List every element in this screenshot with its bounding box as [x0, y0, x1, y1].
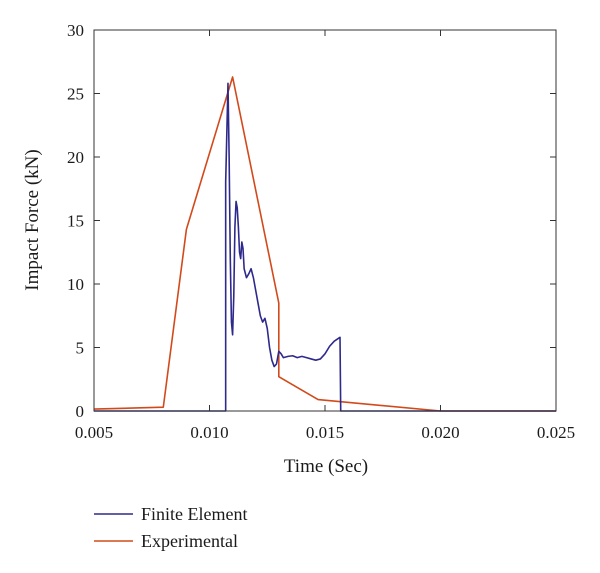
y-tick-label: 25: [67, 85, 84, 104]
x-ticks: 0.005 0.010 0.015 0.020 0.025: [75, 30, 575, 442]
series-layer: [93, 76, 556, 412]
y-tick-label: 20: [67, 148, 84, 167]
x-tick-label: 0.010: [190, 423, 228, 442]
x-tick-label: 0.005: [75, 423, 113, 442]
y-axis-title: Impact Force (kN): [22, 149, 43, 290]
y-tick-label: 30: [67, 21, 84, 40]
x-axis-title: Time (Sec): [284, 456, 368, 477]
x-tick-label: 0.025: [537, 423, 575, 442]
y-ticks: 0 5 10 15 20 25 30: [67, 21, 556, 421]
series-line-experimental: [93, 76, 556, 412]
y-tick-label: 15: [67, 212, 84, 231]
x-tick-label: 0.015: [306, 423, 344, 442]
legend: Finite Element Experimental: [94, 504, 247, 551]
y-tick-label: 5: [76, 339, 85, 358]
y-tick-label: 10: [67, 275, 84, 294]
legend-label: Finite Element: [141, 504, 247, 524]
legend-label: Experimental: [141, 531, 238, 551]
x-tick-label: 0.020: [421, 423, 459, 442]
series-line-finite-element: [94, 82, 556, 412]
y-tick-label: 0: [76, 402, 85, 421]
